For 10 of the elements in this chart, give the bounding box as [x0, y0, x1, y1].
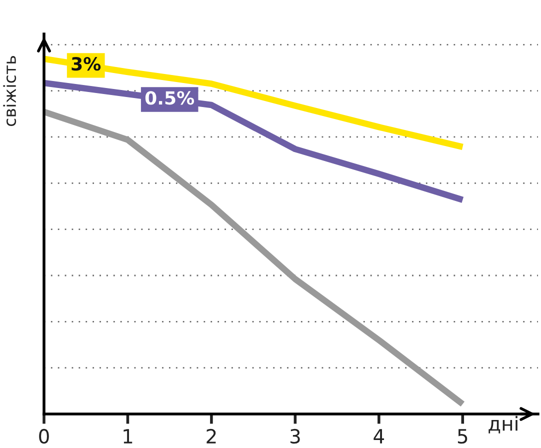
x-axis-title: дні: [488, 416, 518, 434]
series-label: 0.5%: [145, 91, 194, 105]
x-tick-label: 1: [124, 429, 132, 444]
series-label: 3%: [72, 57, 101, 71]
x-tick-label: 4: [374, 429, 384, 444]
x-tick-label: 2: [206, 428, 216, 444]
y-axis-title: свіжість: [3, 56, 16, 126]
x-tick-label: 0: [39, 428, 49, 444]
x-tick-label: 3: [290, 428, 300, 444]
x-tick-label: 5: [458, 429, 468, 444]
